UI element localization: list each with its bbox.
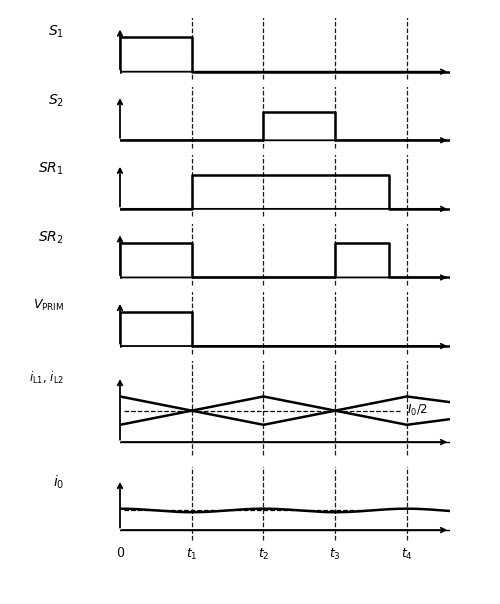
Text: $t_2$: $t_2$	[258, 547, 269, 562]
Text: $I_0/2$: $I_0/2$	[407, 403, 428, 418]
Text: $t_4$: $t_4$	[401, 547, 413, 562]
Text: $i_{\mathrm{L1}}$, $i_{\mathrm{L2}}$: $i_{\mathrm{L1}}$, $i_{\mathrm{L2}}$	[28, 370, 64, 385]
Text: $t_3$: $t_3$	[330, 547, 341, 562]
Text: $S_2$: $S_2$	[48, 92, 64, 109]
Text: $S_1$: $S_1$	[48, 24, 64, 40]
Text: $i_0$: $i_0$	[52, 474, 64, 491]
Text: $t_1$: $t_1$	[186, 547, 198, 562]
Text: 0: 0	[116, 547, 124, 559]
Text: $SR_1$: $SR_1$	[38, 161, 64, 177]
Text: $SR_2$: $SR_2$	[38, 230, 64, 246]
Text: $V_{\mathrm{PRIM}}$: $V_{\mathrm{PRIM}}$	[32, 298, 64, 313]
